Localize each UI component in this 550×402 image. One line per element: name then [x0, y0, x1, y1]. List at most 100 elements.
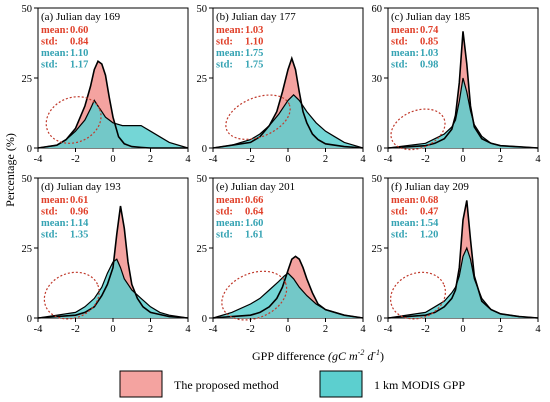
stat-label: mean: [391, 218, 419, 229]
area-modis [38, 259, 188, 318]
y-tick-label: 0 [377, 144, 382, 155]
stat-label: mean: [216, 48, 244, 59]
panel-title: (e) Julian day 201 [216, 181, 295, 193]
stat-value: 0.61 [70, 195, 88, 206]
line-modis [37, 99, 189, 149]
stat-value: 1.10 [245, 37, 263, 48]
x-tick-label: 4 [360, 324, 366, 335]
line-proposed [212, 255, 364, 319]
stat-value: 0.84 [70, 37, 89, 48]
x-tick-label: 0 [110, 324, 115, 335]
line-proposed [212, 55, 364, 149]
x-axis-title-mid: d [364, 349, 374, 363]
panel-title: (b) Julian day 177 [216, 11, 296, 23]
legend: The proposed method 1 km MODIS GPP [119, 370, 465, 398]
y-axis-title: Percentage (%) [3, 133, 17, 207]
stat-label: std: [391, 37, 408, 48]
panel-title: (d) Julian day 193 [41, 181, 121, 193]
y-tick-label: 30 [372, 74, 383, 85]
x-tick-label: 0 [460, 154, 465, 165]
y-tick-label: 50 [22, 4, 33, 15]
line-proposed [37, 205, 189, 319]
stat-value: 0.68 [420, 195, 438, 206]
stat-label: std: [41, 60, 58, 71]
area-modis [38, 100, 188, 148]
stat-value: 1.20 [420, 230, 438, 241]
x-tick-label: -2 [71, 324, 80, 335]
stat-value: 0.74 [420, 25, 439, 36]
stat-label: std: [41, 207, 58, 218]
x-tick-label: -4 [209, 154, 218, 165]
stat-label: std: [216, 230, 233, 241]
y-tick-label: 0 [27, 144, 32, 155]
x-tick-label: -2 [246, 154, 255, 165]
stat-value: 0.60 [70, 25, 88, 36]
highlight-ellipse [390, 271, 446, 320]
stat-label: std: [391, 207, 408, 218]
stat-label: mean: [391, 195, 419, 206]
stat-value: 0.96 [70, 207, 88, 218]
x-tick-label: 4 [360, 154, 366, 165]
stat-label: std: [216, 207, 233, 218]
x-tick-label: -4 [209, 324, 218, 335]
x-axis-title-prefix: GPP difference [252, 349, 328, 363]
x-axis-title-close: ) [380, 349, 384, 363]
highlight-ellipse [225, 94, 291, 140]
stat-label: mean: [41, 48, 69, 59]
stat-value: 1.75 [245, 48, 263, 59]
x-tick-label: -4 [384, 324, 393, 335]
x-tick-label: -4 [34, 324, 43, 335]
panel-title: (f) Julian day 209 [391, 181, 469, 193]
x-tick-label: 0 [110, 154, 115, 165]
y-tick-label: 50 [372, 174, 383, 185]
stat-label: mean: [216, 195, 244, 206]
stat-label: mean: [216, 218, 244, 229]
y-tick-label: 25 [22, 74, 33, 85]
line-modis [387, 246, 539, 319]
y-tick-label: 0 [377, 314, 382, 325]
legend-label-proposed: The proposed method [174, 378, 279, 392]
x-tick-label: -2 [71, 154, 80, 165]
x-tick-label: 2 [148, 154, 153, 165]
stat-value: 0.85 [420, 37, 438, 48]
x-axis-title-unit: (gC m [328, 349, 358, 363]
x-tick-label: -2 [421, 324, 430, 335]
y-tick-label: 25 [197, 74, 208, 85]
stat-value: 1.10 [70, 48, 88, 59]
legend-label-modis: 1 km MODIS GPP [374, 378, 465, 392]
stat-label: mean: [216, 25, 244, 36]
stat-label: std: [391, 60, 408, 71]
stat-value: 1.54 [420, 218, 439, 229]
stat-value: 1.75 [245, 60, 263, 71]
stat-value: 1.35 [70, 230, 88, 241]
stat-value: 1.60 [245, 218, 263, 229]
y-tick-label: 60 [372, 4, 383, 15]
x-tick-label: 2 [498, 154, 503, 165]
y-tick-label: 25 [372, 244, 383, 255]
stat-value: 0.64 [245, 207, 264, 218]
stat-label: std: [216, 37, 233, 48]
x-tick-label: 4 [185, 324, 191, 335]
x-axis-title-exp1: -2 [358, 348, 365, 357]
area-modis [213, 94, 363, 148]
stat-value: 1.14 [70, 218, 89, 229]
stat-value: 0.66 [245, 195, 263, 206]
stat-label: std: [41, 37, 58, 48]
y-tick-label: 25 [22, 244, 33, 255]
x-axis-title: GPP difference (gC m-2 d-1) [252, 348, 384, 363]
x-tick-label: -4 [34, 154, 43, 165]
x-tick-label: 0 [460, 324, 465, 335]
y-tick-label: 50 [197, 4, 208, 15]
y-tick-label: 50 [22, 174, 33, 185]
y-tick-label: 50 [197, 174, 208, 185]
highlight-ellipse [45, 96, 102, 144]
x-tick-label: 0 [285, 324, 290, 335]
y-tick-label: 0 [27, 314, 32, 325]
stat-label: mean: [41, 195, 69, 206]
stat-label: std: [216, 60, 233, 71]
x-tick-label: 4 [535, 154, 541, 165]
